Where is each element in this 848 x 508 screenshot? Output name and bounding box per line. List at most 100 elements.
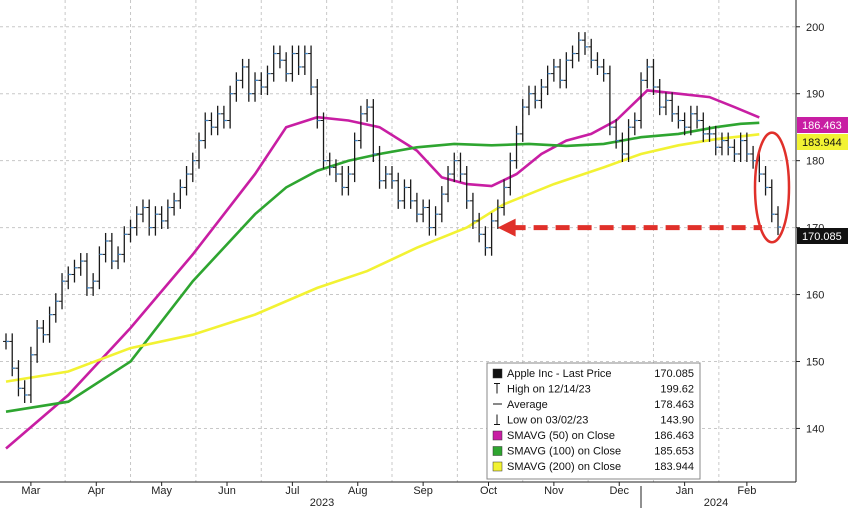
red-highlight-circle (753, 131, 791, 244)
price-bar (687, 105, 694, 136)
y-tick-label: 180 (806, 156, 824, 168)
price-bar (102, 232, 109, 263)
legend-value: 186.463 (654, 430, 694, 442)
price-bar (401, 179, 408, 209)
price-bar (158, 206, 165, 229)
badge-bg (797, 117, 848, 133)
price-bar (208, 112, 215, 136)
red-arrow-head (497, 218, 516, 237)
price-bar (59, 273, 66, 310)
price-bar (34, 319, 41, 363)
y-tick-label: 150 (806, 357, 824, 369)
legend-value: 183.944 (654, 461, 694, 473)
price-bar (332, 159, 339, 183)
price-bar (376, 145, 383, 189)
price-bar (656, 78, 663, 116)
price-bar (775, 206, 781, 236)
price-bar (258, 72, 265, 96)
price-bar (189, 152, 196, 183)
legend-entry: SMAVG (200) on Close 183.944 (492, 461, 694, 473)
price-bar (413, 192, 420, 223)
x-tick-label: Apr (88, 485, 105, 497)
price-bar (139, 199, 146, 223)
price-bar (762, 166, 769, 196)
price-bar (631, 112, 638, 136)
price-bar (146, 199, 153, 236)
price-bar (202, 112, 209, 149)
price-bar (706, 125, 713, 142)
price-bar (121, 226, 128, 263)
legend-entry: SMAVG (50) on Close 186.463 (492, 430, 694, 442)
series-line-smavg-200-on-close (5, 133, 760, 383)
price-bar (133, 206, 140, 236)
price-bar (712, 125, 719, 156)
price-bar (357, 105, 364, 149)
price-bar (295, 45, 302, 75)
price-bar (152, 206, 159, 236)
price-bar (389, 166, 395, 189)
price-bar (171, 192, 178, 216)
price-bar (613, 119, 620, 149)
annotations (497, 131, 791, 244)
price-bar (27, 346, 34, 404)
price-bar (494, 199, 501, 229)
price-bar (750, 145, 757, 169)
price-bar (743, 132, 750, 163)
price-bar (513, 125, 520, 169)
price-bar (507, 152, 514, 196)
price-bar (569, 45, 576, 69)
price-bar (575, 32, 582, 62)
price-bar (370, 99, 377, 163)
legend-value: 199.62 (660, 384, 694, 396)
price-bar (588, 38, 595, 69)
x-tick-label: Jun (218, 485, 236, 497)
legend-swatch (492, 368, 503, 379)
series-line-smavg-100-on-close (5, 121, 760, 413)
price-bar (463, 166, 470, 209)
x-year-label: 2024 (704, 497, 728, 508)
y-tick-label: 190 (806, 89, 824, 101)
legend-label: High on 12/14/23 (507, 384, 591, 396)
badge-value: 170.085 (802, 231, 842, 243)
price-bar (669, 92, 676, 122)
price-bar (270, 45, 277, 82)
price-bar (308, 45, 315, 96)
last-value-badges: 186.463 183.944 170.085 (797, 117, 848, 244)
price-bar (725, 132, 732, 156)
legend: Apple Inc - Last Price 170.085 High on 12/… (486, 362, 701, 480)
price-bar (9, 333, 16, 377)
price-bar (718, 132, 725, 156)
price-bar (183, 166, 190, 196)
price-bar (127, 219, 134, 243)
price-bar (457, 152, 464, 183)
price-bar (283, 52, 290, 82)
price-bar (731, 139, 738, 163)
price-bar (525, 85, 532, 116)
price-bar (83, 253, 90, 296)
x-axis-ticks: Mar Apr May Jun Jul Aug Sep Oct Nov Dec Jan Feb 2023… (21, 482, 756, 508)
price-bar (40, 319, 47, 343)
price-bar (501, 179, 508, 216)
x-tick-label: Sep (413, 485, 433, 497)
price-bar (196, 132, 202, 169)
price-bar (214, 105, 221, 136)
price-bar (339, 166, 346, 196)
price-bar (681, 112, 688, 136)
badge-bg (797, 134, 848, 150)
legend-label: Average (507, 399, 548, 411)
y-tick-label: 140 (806, 423, 824, 435)
price-bar (96, 246, 103, 290)
price-bar (21, 380, 28, 404)
price-bar (233, 72, 240, 102)
price-bar (538, 78, 545, 109)
x-tick-label: Jan (676, 485, 694, 497)
legend-swatch (492, 446, 503, 456)
y-tick-label: 160 (806, 290, 824, 302)
badge-bg (797, 228, 848, 244)
price-bar (532, 85, 539, 109)
x-tick-label: Oct (480, 485, 497, 497)
legend-label: Apple Inc - Last Price (507, 368, 612, 380)
price-bar (345, 166, 352, 196)
price-bar (426, 199, 433, 236)
